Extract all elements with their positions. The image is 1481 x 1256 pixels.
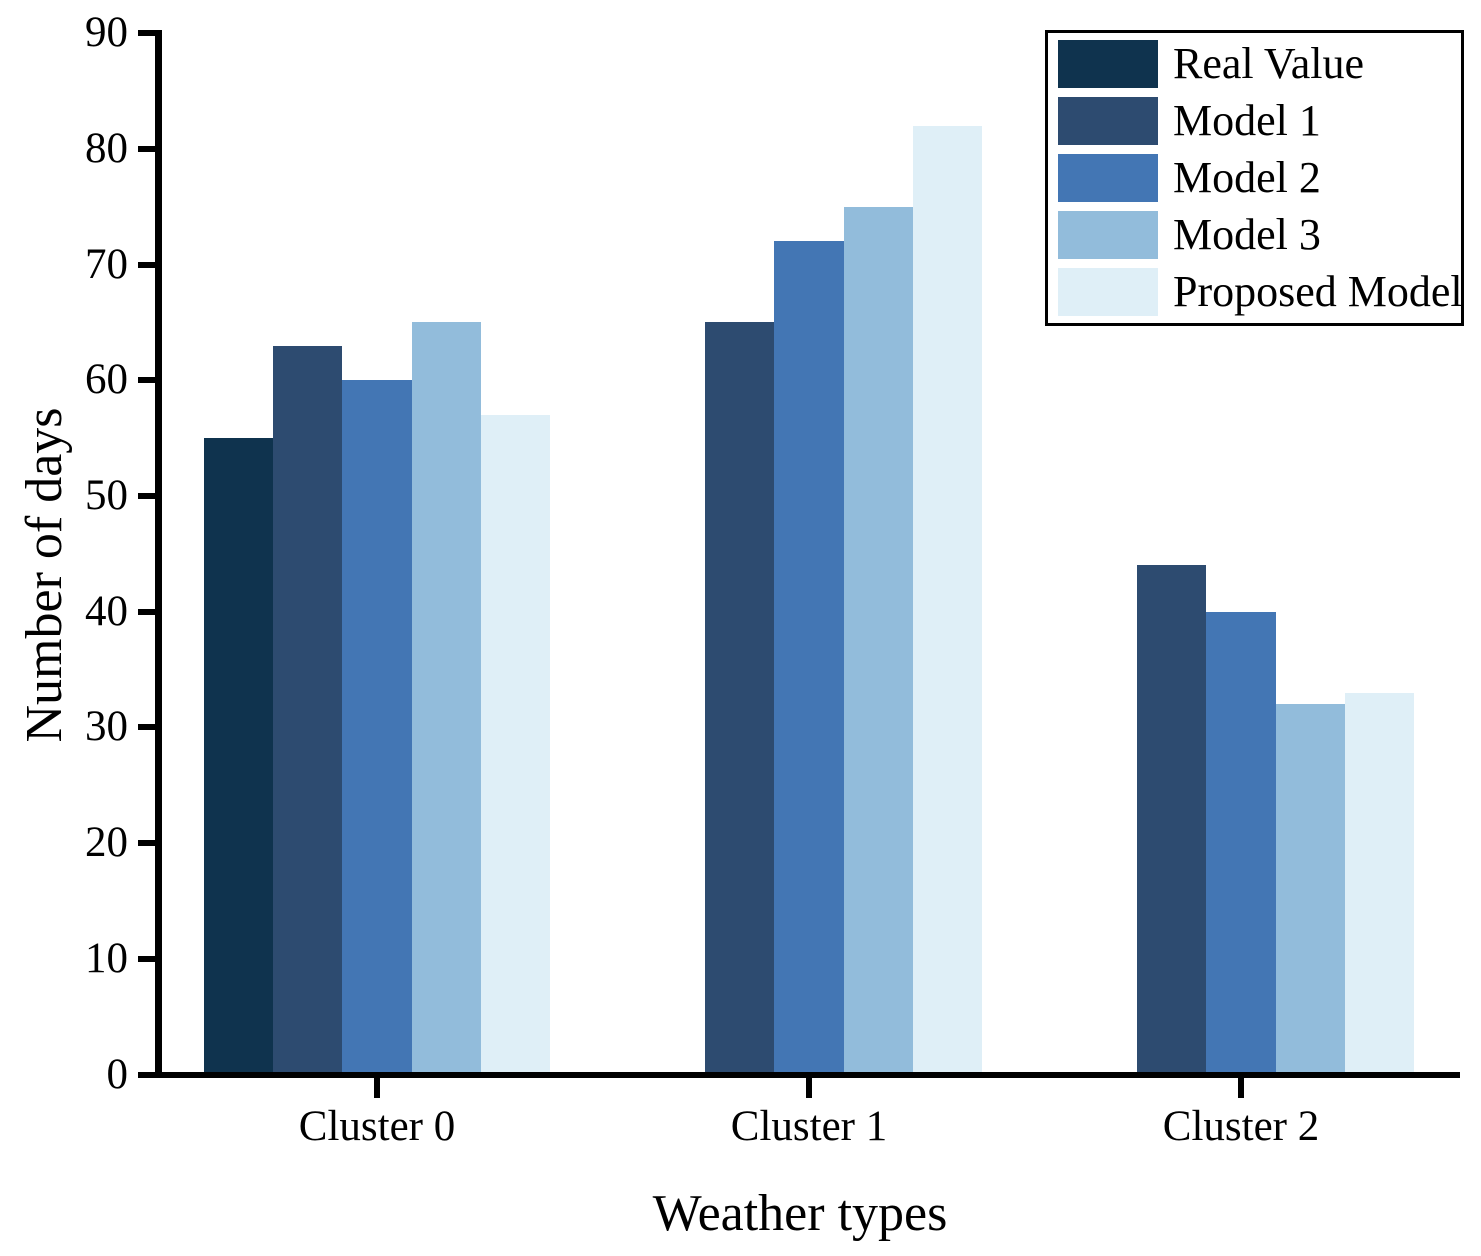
y-tick-label-70: 70 — [85, 240, 128, 288]
legend-label-model-2: Model 2 — [1173, 153, 1321, 202]
x-axis-title: Weather types — [652, 1185, 948, 1242]
y-tick-10 — [138, 955, 158, 962]
legend-swatch-model-2 — [1058, 154, 1158, 202]
bar-proposed-model-cluster-1 — [913, 125, 983, 1075]
legend-swatch-model-1 — [1058, 97, 1158, 145]
y-tick-label-40: 40 — [85, 587, 128, 635]
y-tick-80 — [138, 145, 158, 152]
legend-label-model-1: Model 1 — [1173, 96, 1321, 145]
y-tick-label-10: 10 — [85, 934, 128, 982]
bar-proposed-model-cluster-2 — [1345, 692, 1415, 1075]
y-tick-label-30: 30 — [85, 703, 128, 751]
y-tick-label-50: 50 — [85, 472, 128, 519]
x-tick-label-cluster-1: Cluster 1 — [730, 1103, 888, 1150]
legend-item-real-value: Real Value — [1058, 40, 1451, 88]
legend-label-real-value: Real Value — [1173, 39, 1365, 88]
y-tick-label-20: 20 — [85, 819, 128, 867]
legend-swatch-proposed-model — [1058, 268, 1158, 316]
x-tick-label-cluster-2: Cluster 2 — [1162, 1103, 1320, 1150]
y-tick-label-60: 60 — [85, 356, 128, 404]
bar-model-1-cluster-1 — [704, 322, 775, 1075]
y-tick-label-90: 90 — [85, 9, 128, 57]
y-tick-50 — [138, 493, 158, 499]
legend-item-model-1: Model 1 — [1058, 97, 1451, 145]
y-tick-40 — [138, 608, 158, 615]
legend: Real Value Model 1 Model 2 Model 3 Proposed … — [1045, 30, 1464, 326]
y-tick-label-0: 0 — [106, 1050, 129, 1098]
bar-model-2-cluster-0 — [342, 380, 412, 1075]
x-axis-line — [141, 1072, 1460, 1078]
legend-swatch-real-value — [1058, 40, 1158, 88]
y-tick-30 — [138, 724, 158, 731]
x-tick-label-cluster-0: Cluster 0 — [298, 1103, 456, 1150]
legend-item-proposed-model: Proposed Model — [1058, 268, 1463, 316]
legend-swatch-model-3 — [1058, 211, 1158, 259]
bar-model-3-cluster-0 — [411, 322, 482, 1075]
bar-model-1-cluster-2 — [1136, 565, 1207, 1075]
legend-label-proposed-model: Proposed Model — [1173, 267, 1463, 316]
bar-model-1-cluster-0 — [272, 345, 343, 1075]
y-axis-title: Number of days — [16, 407, 73, 743]
x-tick-cluster-2 — [1238, 1078, 1244, 1098]
x-tick-cluster-0 — [374, 1078, 380, 1098]
y-tick-60 — [138, 377, 158, 384]
y-tick-70 — [138, 261, 158, 268]
legend-label-model-3: Model 3 — [1173, 210, 1321, 259]
bar-model-3-cluster-2 — [1275, 704, 1346, 1075]
x-tick-cluster-1 — [806, 1078, 812, 1098]
bar-model-3-cluster-1 — [843, 206, 914, 1075]
bar-proposed-model-cluster-0 — [481, 415, 551, 1075]
y-axis-line — [155, 30, 162, 1078]
legend-item-model-2: Model 2 — [1058, 154, 1451, 202]
legend-item-model-3: Model 3 — [1058, 211, 1451, 259]
y-tick-20 — [138, 840, 158, 847]
y-tick-90 — [138, 30, 158, 37]
y-tick-label-80: 80 — [85, 124, 128, 172]
bar-real-value-cluster-0 — [203, 438, 273, 1075]
bar-model-2-cluster-2 — [1206, 611, 1276, 1075]
bar-model-2-cluster-1 — [774, 241, 844, 1075]
